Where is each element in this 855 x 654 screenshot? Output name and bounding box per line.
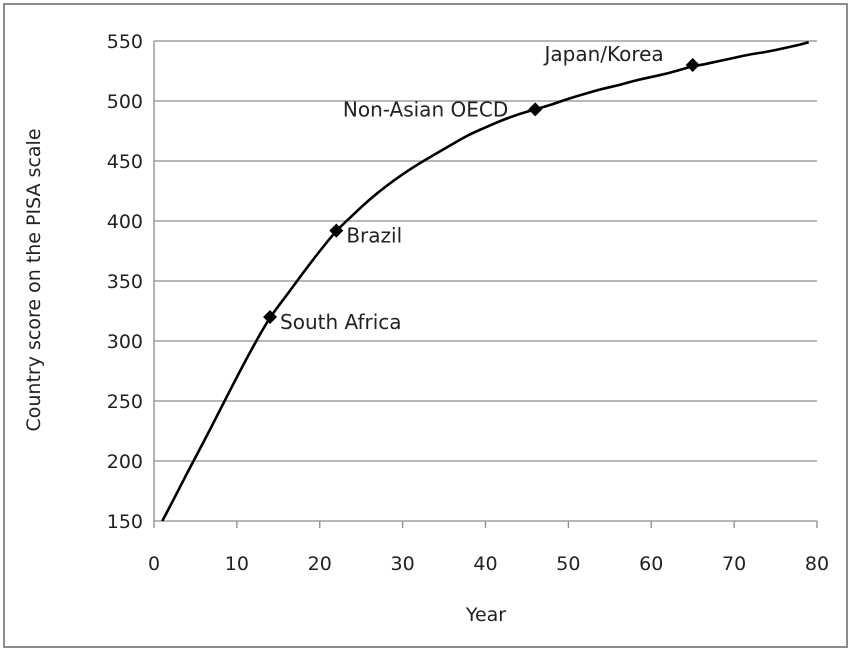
diamond-marker-0 bbox=[263, 310, 278, 324]
annotation-label-1: Brazil bbox=[346, 224, 402, 248]
x-tick-label-60: 60 bbox=[639, 553, 663, 575]
x-tick-label-0: 0 bbox=[148, 553, 160, 575]
x-tick-label-40: 40 bbox=[473, 553, 497, 575]
x-axis-title: Year bbox=[465, 604, 506, 626]
diamond-marker-2 bbox=[528, 102, 543, 117]
y-tick-label-550: 550 bbox=[107, 31, 143, 53]
diamond-marker-1 bbox=[329, 223, 344, 238]
diamond-marker-3 bbox=[685, 58, 700, 72]
series-line-0 bbox=[161, 40, 810, 522]
x-tick-label-70: 70 bbox=[722, 553, 746, 575]
y-tick-label-300: 300 bbox=[107, 331, 143, 353]
data-markers bbox=[263, 58, 700, 324]
y-tick-label-250: 250 bbox=[107, 391, 143, 413]
annotation-label-2: Non-Asian OECD bbox=[343, 97, 508, 121]
annotation-label-3: Japan/Korea bbox=[542, 42, 663, 66]
annotations: South Africa Brazil Non-Asian OECD Japan/Ko… bbox=[280, 42, 664, 334]
x-tick-label-20: 20 bbox=[308, 553, 332, 575]
y-tick-label-400: 400 bbox=[107, 211, 143, 233]
y-tick-label-450: 450 bbox=[107, 151, 143, 173]
y-tick-label-500: 500 bbox=[107, 91, 143, 113]
tick-labels: 150 200 250 300 350 400 450 500 550 0 10 20 30 40 50 60… bbox=[107, 31, 829, 575]
y-tick-label-200: 200 bbox=[107, 451, 143, 473]
chart-frame bbox=[3, 3, 848, 648]
x-tick-label-80: 80 bbox=[805, 553, 829, 575]
y-tick-label-350: 350 bbox=[107, 271, 143, 293]
x-tick-label-50: 50 bbox=[556, 553, 580, 575]
annotation-label-0: South Africa bbox=[280, 310, 402, 334]
grid-lines bbox=[154, 40, 817, 462]
series-lines bbox=[161, 40, 810, 522]
y-tick-label-150: 150 bbox=[107, 511, 143, 533]
x-tick-label-30: 30 bbox=[391, 553, 415, 575]
axes bbox=[153, 41, 818, 528]
y-axis-title: Country score on the PISA scale bbox=[23, 128, 45, 431]
x-tick-label-10: 10 bbox=[225, 553, 249, 575]
